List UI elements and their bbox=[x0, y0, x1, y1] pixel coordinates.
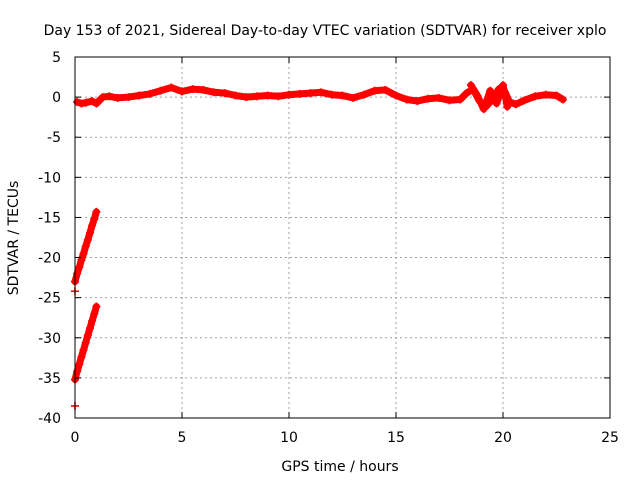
data-point bbox=[503, 102, 512, 111]
data-point bbox=[135, 91, 144, 100]
data-point bbox=[242, 93, 251, 102]
data-point bbox=[79, 249, 88, 258]
data-point bbox=[145, 89, 154, 98]
data-point bbox=[75, 360, 84, 369]
data-point bbox=[274, 92, 283, 101]
data-point bbox=[492, 99, 501, 108]
y-tick-label: 0 bbox=[52, 90, 61, 106]
data-point bbox=[462, 89, 471, 98]
data-point bbox=[92, 99, 101, 108]
data-point bbox=[392, 91, 400, 100]
data-point bbox=[473, 91, 482, 100]
data-point bbox=[552, 91, 561, 100]
data-point bbox=[220, 89, 229, 98]
data-point bbox=[188, 85, 197, 94]
data-point bbox=[167, 83, 176, 92]
data-point bbox=[73, 367, 82, 376]
data-point bbox=[92, 302, 101, 311]
data-point bbox=[558, 95, 567, 104]
data-point bbox=[77, 99, 86, 108]
data-point bbox=[105, 92, 114, 101]
data-point bbox=[252, 92, 261, 101]
data-point bbox=[531, 92, 540, 101]
data-point bbox=[77, 353, 86, 362]
data-point bbox=[81, 242, 90, 251]
x-tick-label: 20 bbox=[494, 430, 512, 446]
data-point bbox=[178, 87, 186, 96]
data-point bbox=[541, 90, 550, 99]
plot-frame bbox=[74, 56, 611, 419]
data-point bbox=[199, 85, 208, 94]
data-point bbox=[263, 91, 272, 100]
data-point bbox=[370, 86, 379, 95]
y-tick-label: -10 bbox=[38, 170, 61, 186]
x-tick-label: 15 bbox=[387, 430, 405, 446]
data-point bbox=[79, 345, 88, 354]
data-point bbox=[92, 207, 101, 216]
data-point bbox=[73, 269, 82, 278]
y-tick-label: -30 bbox=[38, 331, 61, 347]
data-point bbox=[124, 93, 133, 102]
x-tick-label: 25 bbox=[601, 430, 619, 446]
data-point bbox=[445, 96, 454, 105]
data-point bbox=[90, 309, 99, 318]
y-tick-label: -35 bbox=[38, 371, 61, 387]
data-point bbox=[98, 93, 107, 102]
x-axis-label: GPS time / hours bbox=[281, 459, 398, 475]
data-point bbox=[511, 100, 520, 109]
data-point bbox=[499, 81, 507, 90]
data-point bbox=[338, 91, 347, 100]
data-point bbox=[466, 81, 475, 90]
data-point bbox=[402, 95, 411, 104]
data-point bbox=[327, 90, 336, 99]
data-point bbox=[85, 228, 94, 237]
data-point bbox=[456, 95, 465, 104]
y-tick-label: -40 bbox=[38, 411, 61, 427]
data-point bbox=[486, 86, 495, 95]
data-point bbox=[83, 235, 92, 244]
data-point bbox=[77, 255, 86, 264]
data-point bbox=[295, 89, 304, 98]
data-point bbox=[413, 97, 422, 106]
data-point bbox=[231, 91, 240, 100]
y-axis-label: SDTVAR / TECUs bbox=[6, 181, 22, 296]
data-point bbox=[359, 90, 368, 99]
y-tick-label: -20 bbox=[38, 251, 61, 267]
x-tick-label: 5 bbox=[178, 430, 187, 446]
data-point bbox=[85, 324, 94, 333]
data-point bbox=[285, 90, 293, 99]
grid bbox=[75, 57, 610, 418]
data-point bbox=[479, 105, 488, 114]
data-point bbox=[349, 93, 358, 102]
chart-title: Day 153 of 2021, Sidereal Day-to-day VTE… bbox=[44, 23, 607, 39]
data-point bbox=[81, 338, 90, 347]
axis-ticks: 0 5 10 15 20 25 5 0 -5 -10 -15 -20 -25 -30 -35 -40 bbox=[38, 50, 619, 446]
data-point bbox=[210, 88, 219, 97]
y-tick-label: 5 bbox=[52, 50, 61, 66]
x-tick-label: 0 bbox=[71, 430, 80, 446]
data-point bbox=[317, 88, 326, 97]
data-point bbox=[90, 215, 99, 224]
y-tick-label: -25 bbox=[38, 291, 61, 307]
data-point bbox=[73, 97, 82, 106]
data-point bbox=[83, 331, 92, 340]
x-tick-label: 10 bbox=[280, 430, 298, 446]
data-point bbox=[306, 89, 315, 98]
data-point bbox=[424, 94, 433, 103]
data-point bbox=[75, 263, 84, 272]
data-point bbox=[81, 98, 90, 107]
data-point bbox=[113, 93, 122, 102]
data-point bbox=[434, 93, 443, 102]
data-point bbox=[88, 97, 97, 106]
y-tick-label: -15 bbox=[38, 210, 61, 226]
data-point bbox=[381, 85, 390, 94]
y-tick-label: -5 bbox=[47, 130, 61, 146]
data-point bbox=[156, 86, 165, 95]
data-point bbox=[520, 96, 529, 105]
data-point bbox=[88, 221, 97, 230]
data-point bbox=[88, 316, 97, 325]
